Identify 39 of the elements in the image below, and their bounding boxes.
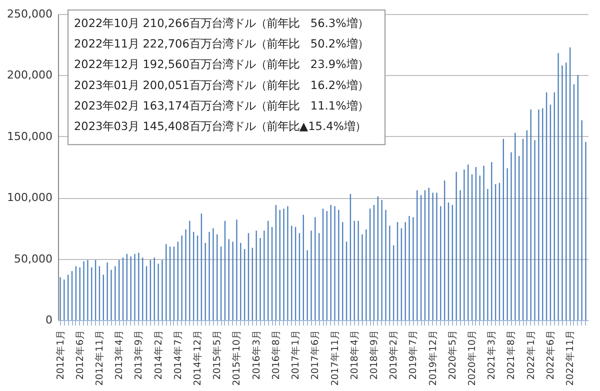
x-tick-label: 2021年3月 (486, 330, 498, 380)
x-tick-label: 2022年6月 (544, 330, 556, 380)
annotation: 2023年03月 145,408百万台湾ドル（前年比▲15.4%増） (74, 120, 366, 133)
annotation: 2022年10月 210,266百万台湾ドル（前年比 56.3%増） (74, 17, 368, 30)
annotation: 2022年12月 192,560百万台湾ドル（前年比 23.9%増） (74, 58, 368, 72)
y-tick-label: 200,000 (7, 68, 52, 82)
annotation: 2023年01月 200,051百万台湾ドル（前年比 16.2%増） (74, 78, 368, 92)
x-tick-label: 2018年4月 (348, 330, 360, 380)
x-tick-label: 2019年12月 (426, 330, 439, 386)
x-tick-label: 2018年9月 (368, 330, 380, 380)
y-tick-label: 150,000 (7, 130, 52, 143)
x-tick-label: 2021年8月 (505, 330, 518, 380)
x-tick-label: 2012年6月 (74, 330, 86, 380)
x-tick-label: 2012年1月 (54, 330, 66, 380)
x-tick-label: 2017年6月 (309, 330, 322, 380)
y-tick-label: 0 (46, 314, 52, 326)
x-tick-label: 2019年2月 (388, 330, 400, 380)
x-tick-label: 2017年11月 (328, 330, 341, 386)
x-tick-label: 2017年1月 (290, 330, 302, 380)
x-tick-label: 2014年2月 (152, 330, 164, 380)
x-tick-label: 2022年1月 (524, 330, 537, 380)
x-tick-label: 2013年9月 (132, 330, 145, 380)
x-tick-label: 2020年10月 (466, 330, 478, 386)
x-tick-label: 2022年11月 (564, 330, 576, 386)
y-tick-label: 250,000 (7, 8, 52, 20)
x-tick-label: 2013年4月 (113, 330, 126, 380)
x-tick-label: 2014年12月 (192, 330, 204, 386)
x-tick-label: 2019年7月 (407, 330, 420, 380)
x-tick-label: 2015年10月 (230, 330, 243, 386)
x-tick-label: 2015年5月 (211, 330, 224, 380)
y-tick-label: 100,000 (7, 191, 52, 204)
x-tick-label: 2020年5月 (446, 330, 458, 380)
x-tick-label: 2016年8月 (270, 330, 282, 380)
annotation: 2023年02月 163,174百万台湾ドル（前年比 11.1%増） (74, 99, 368, 112)
x-tick-label: 2016年3月 (250, 330, 262, 380)
y-tick-label: 50,000 (14, 252, 52, 266)
annotation: 2022年11月 222,706百万台湾ドル（前年比 50.2%増） (74, 38, 368, 51)
x-tick-label: 2012年11月 (93, 330, 106, 386)
x-tick-label: 2014年7月 (172, 330, 184, 380)
